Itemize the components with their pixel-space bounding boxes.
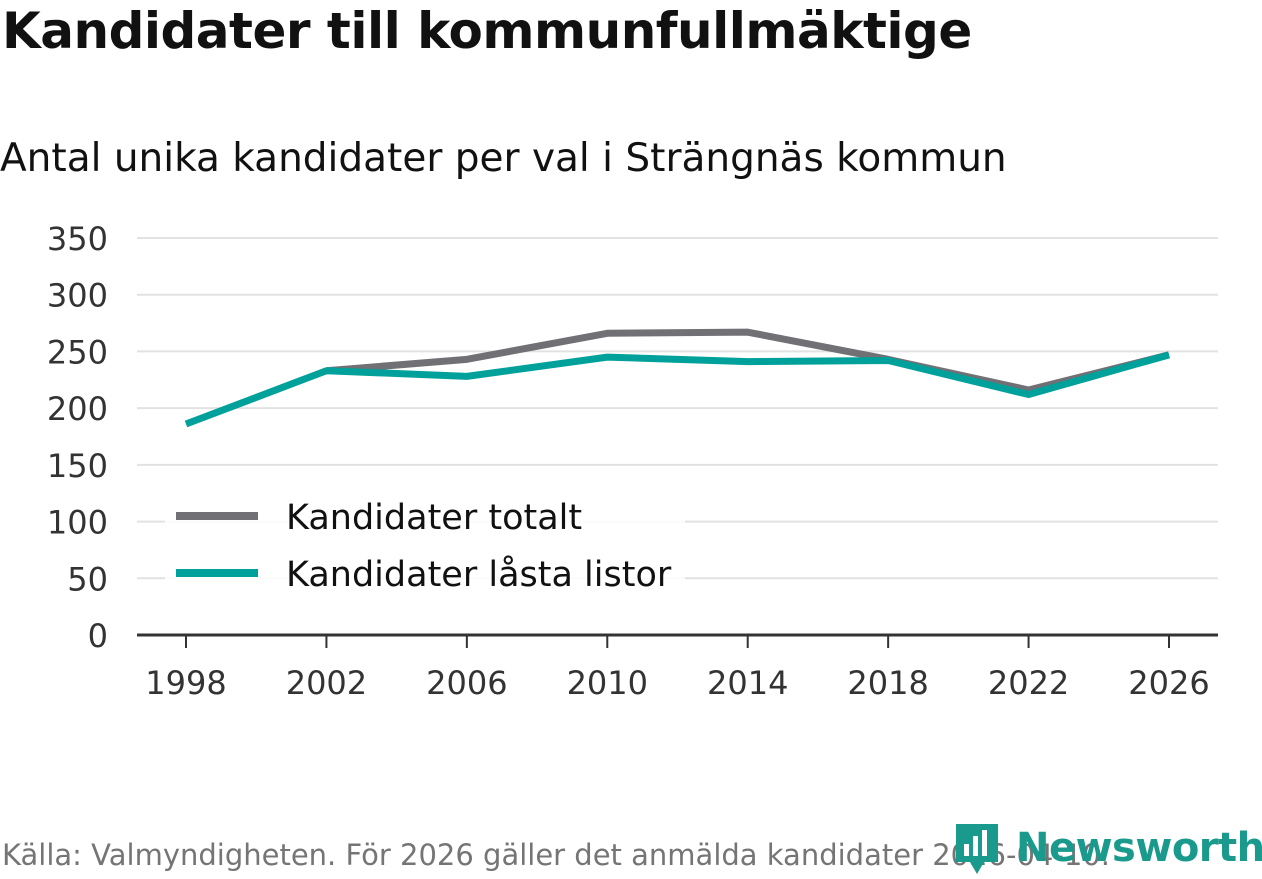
y-tick-label: 100 [47,504,108,542]
legend-label-total: Kandidater totalt [286,498,582,538]
y-tick-label: 150 [47,447,108,485]
x-tick-label: 2014 [707,664,788,702]
chart-subtitle: Antal unika kandidater per val i Strängn… [0,136,1007,181]
x-tick-label: 2002 [286,664,367,702]
x-tick-label: 2026 [1128,664,1209,702]
x-tick-label: 2010 [567,664,648,702]
source-note: Källa: Valmyndigheten. För 2026 gäller d… [2,838,1110,872]
y-tick-label: 200 [47,390,108,428]
y-tick-label: 0 [88,617,108,655]
y-tick-label: 50 [67,560,108,598]
x-tick-label: 2018 [847,664,928,702]
legend-label-locked: Kandidater låsta listor [286,554,672,595]
y-tick-label: 300 [47,277,108,315]
y-tick-label: 250 [47,333,108,371]
chart-title: Kandidater till kommunfullmäktige [2,2,972,60]
legend-background [165,492,685,604]
series-line-locked [184,351,1170,428]
brand-name: Newsworthy [1016,825,1262,871]
series-line-total [326,328,1170,394]
x-tick-label: 2022 [988,664,1069,702]
newsworthy-logo-icon [956,824,998,874]
y-tick-label: 350 [47,220,108,258]
x-tick-label: 1998 [145,664,226,702]
x-tick-label: 2006 [426,664,507,702]
brand-logo: Newsworthy [952,818,1262,878]
